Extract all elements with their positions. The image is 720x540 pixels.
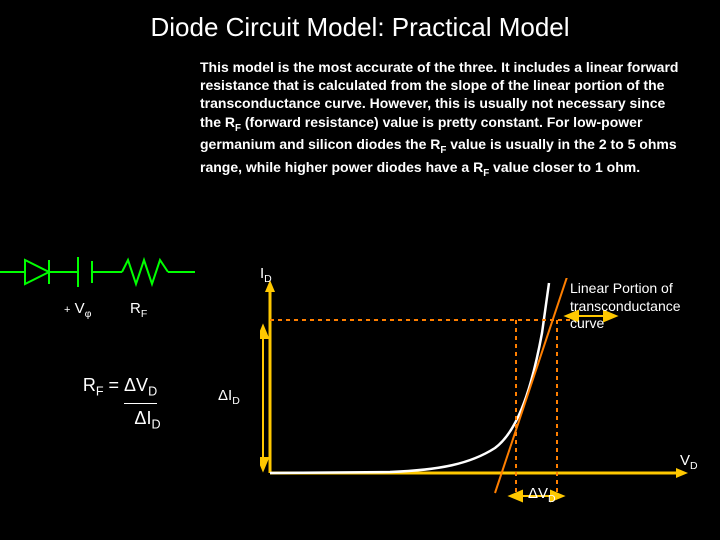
diode-circuit-symbol — [0, 250, 200, 300]
tangent-line — [495, 278, 570, 493]
diode-iv-curve — [270, 283, 549, 473]
delta-vd-label: ΔVD — [528, 485, 556, 505]
label-rf-symbol: RF — [130, 300, 147, 320]
delta-id-label: ΔID — [218, 387, 240, 407]
delta-id-arrows — [260, 326, 268, 470]
label-v-phi: + Vφ — [64, 300, 91, 320]
model-description: This model is the most accurate of the t… — [200, 58, 690, 180]
rf-formula: RF = ΔVD ΔID — [50, 375, 190, 431]
delta-box — [270, 320, 580, 493]
formula-denominator: ΔID — [100, 404, 190, 432]
formula-line1: RF = ΔVD — [83, 375, 157, 395]
linear-portion-label: Linear Portion of transconductance curve — [570, 280, 710, 333]
x-axis-label: VD — [680, 452, 698, 472]
y-axis-label: ID — [260, 265, 272, 285]
page-title: Diode Circuit Model: Practical Model — [0, 0, 720, 43]
